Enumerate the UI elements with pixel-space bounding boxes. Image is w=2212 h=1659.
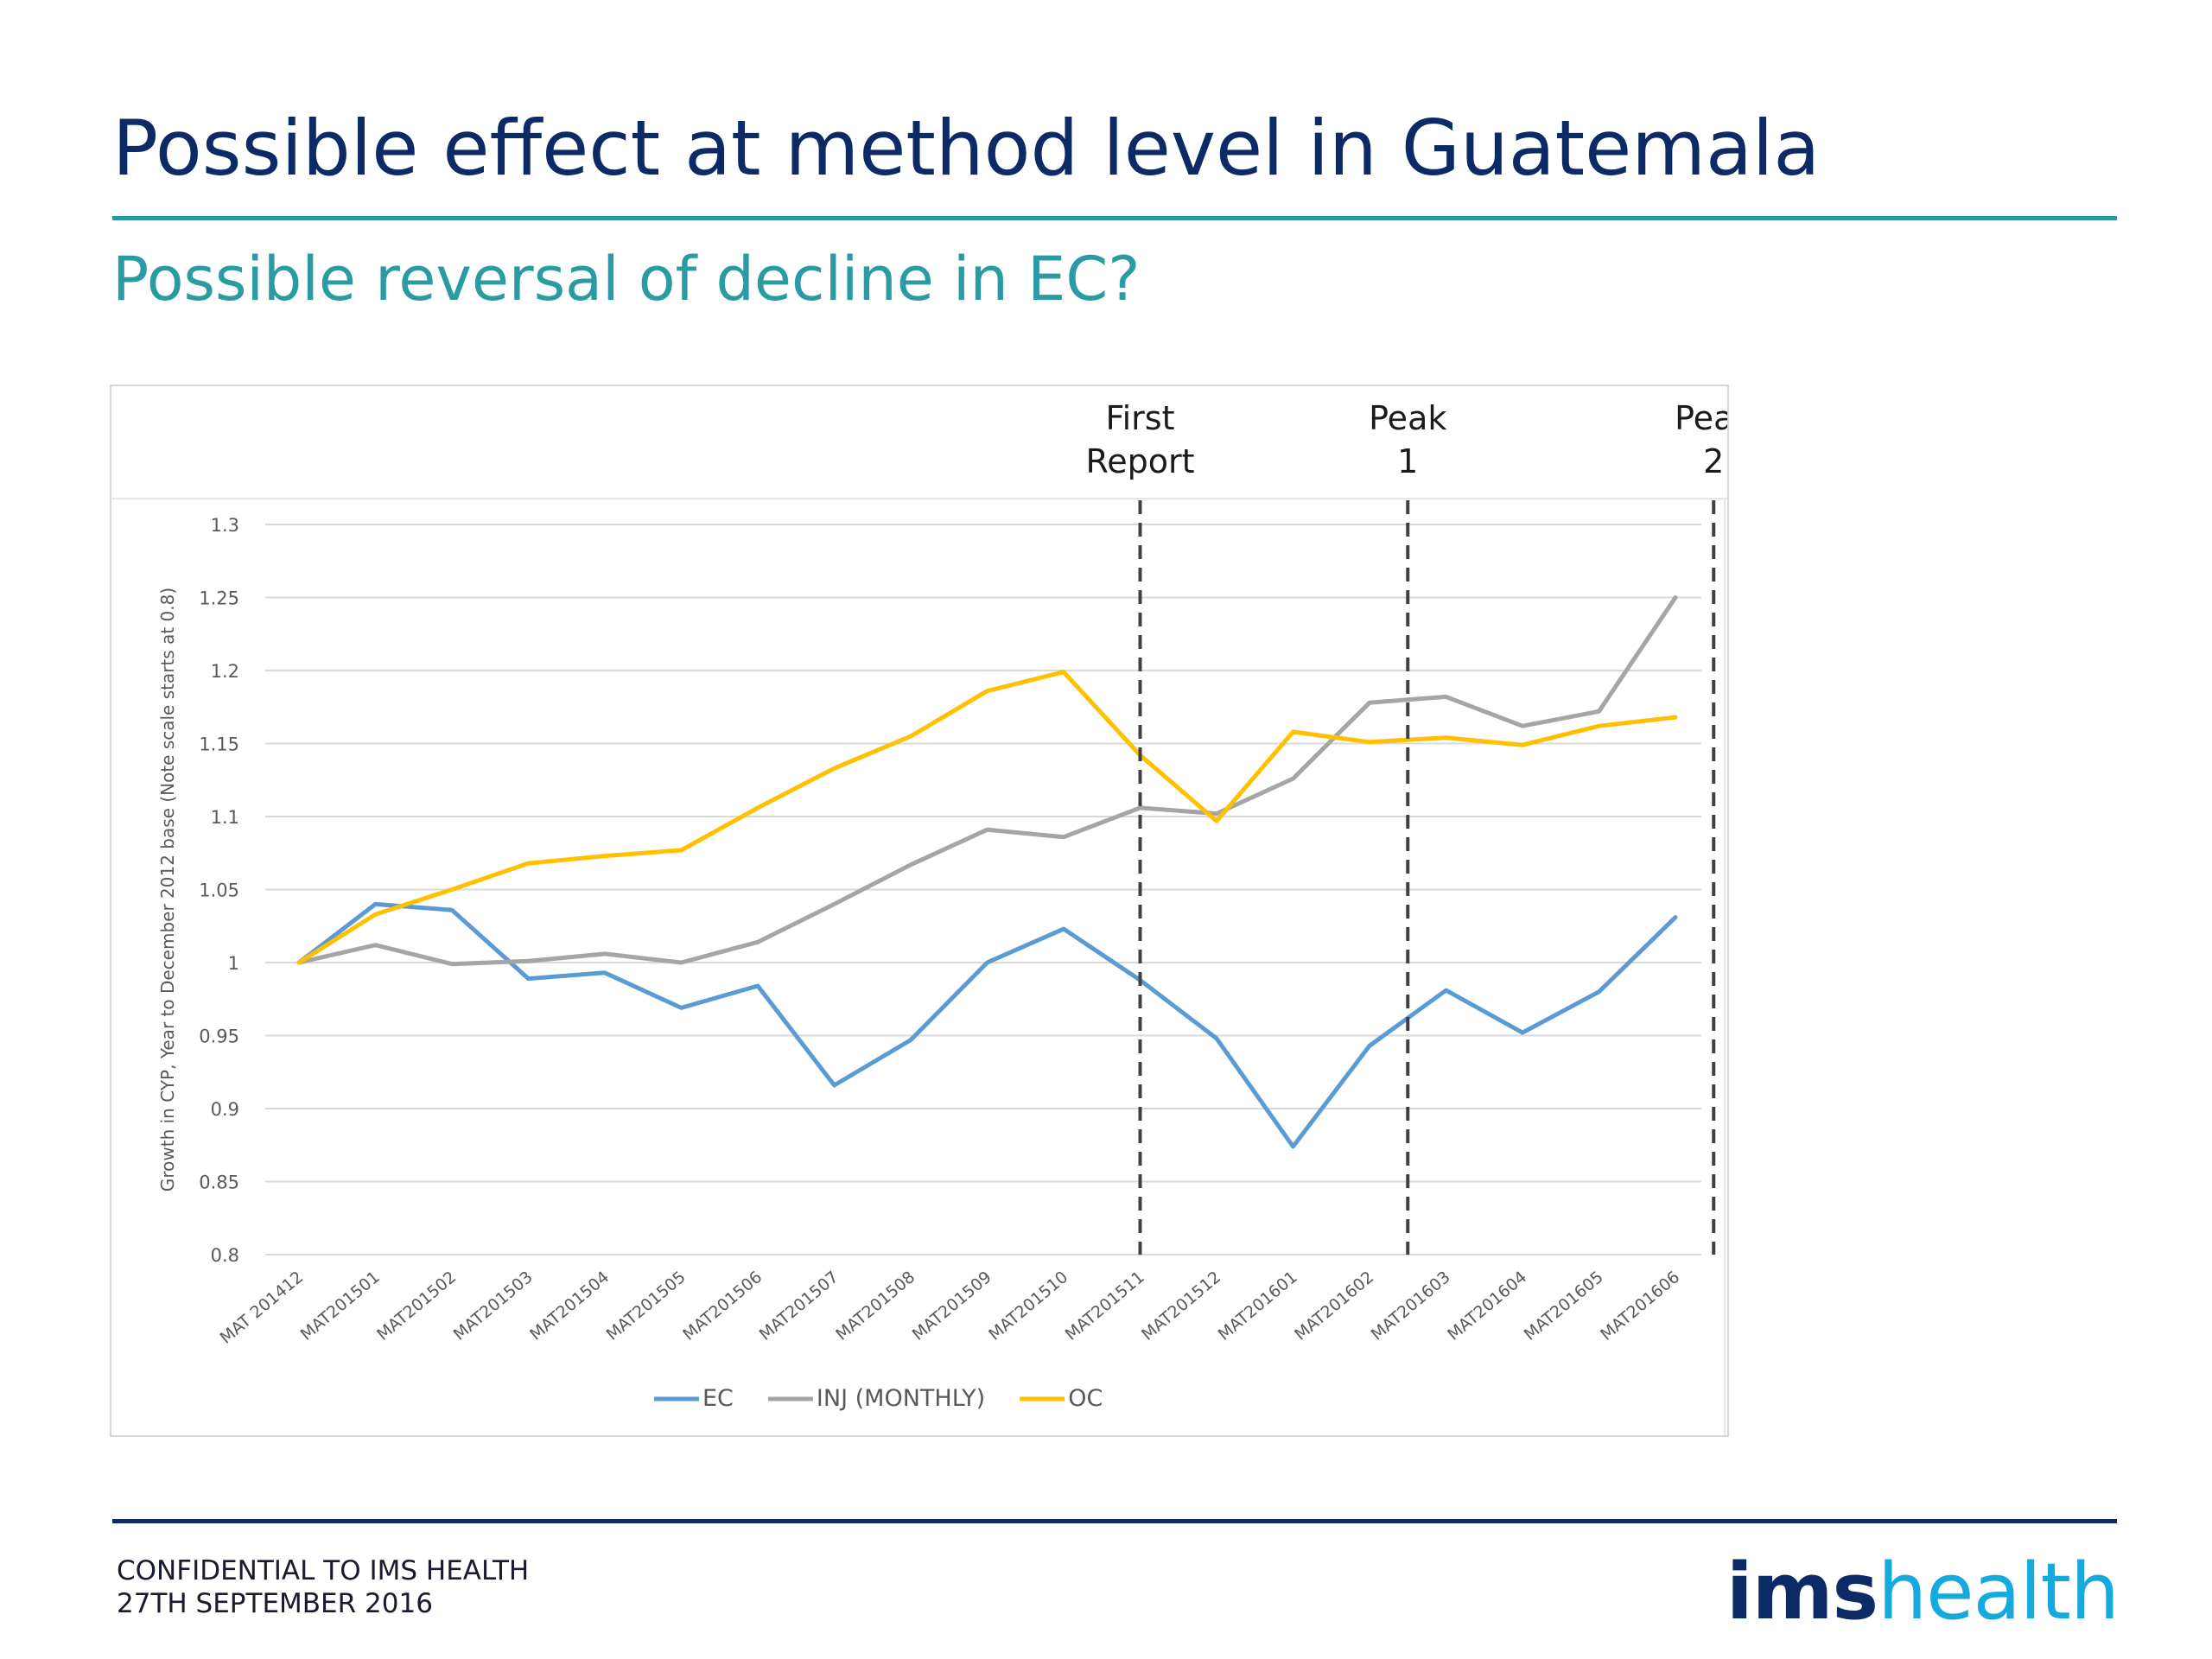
x-tick-label: MAT201510 <box>985 1268 1071 1344</box>
logo-health-text: health <box>1878 1547 2120 1637</box>
x-tick-label: MAT201509 <box>909 1268 995 1344</box>
confidentiality-notice: CONFIDENTIAL TO IMS HEALTH <box>117 1555 530 1586</box>
y-tick-label: 1.05 <box>199 880 239 901</box>
x-tick-label: MAT201511 <box>1062 1268 1148 1344</box>
x-tick-label: MAT201501 <box>297 1268 384 1344</box>
annotation-label-2: Peak <box>1675 399 1727 437</box>
y-tick-label: 0.95 <box>199 1027 239 1047</box>
y-tick-label: 1 <box>228 953 239 974</box>
x-tick-label: MAT201508 <box>832 1268 918 1344</box>
y-tick-label: 0.85 <box>199 1173 239 1193</box>
y-tick-label: 1.1 <box>211 807 239 828</box>
y-tick-label: 1.3 <box>211 515 239 536</box>
slide-title: Possible effect at method level in Guate… <box>112 104 1821 193</box>
x-tick-label: MAT201606 <box>1597 1268 1683 1344</box>
x-tick-label: MAT201602 <box>1291 1268 1377 1344</box>
series-line-oc <box>296 670 1678 965</box>
y-tick-label: 1.25 <box>199 588 239 609</box>
legend-entry-1: INJ (MONTHLY) <box>817 1385 985 1412</box>
x-tick-label: MAT201512 <box>1138 1268 1224 1344</box>
annotation-label-2-line2: 2 <box>1703 442 1724 480</box>
y-tick-label: 1.2 <box>211 661 239 682</box>
x-tick-label: MAT201605 <box>1521 1268 1607 1344</box>
y-tick-label: 1.15 <box>199 734 239 755</box>
y-tick-label: 0.8 <box>211 1245 239 1266</box>
annotation-label-0-line2: Report <box>1086 442 1195 480</box>
x-tick-label: MAT201506 <box>679 1268 766 1344</box>
x-tick-label: MAT201601 <box>1215 1268 1301 1344</box>
annotation-label-1: Peak <box>1369 399 1446 437</box>
y-tick-label: 0.9 <box>211 1099 239 1120</box>
legend-entry-2: OC <box>1068 1385 1103 1412</box>
x-tick-label: MAT201505 <box>603 1268 690 1344</box>
x-tick-label: MAT201504 <box>526 1268 613 1344</box>
footer-divider <box>112 1519 2117 1523</box>
chart-frame: 0.8 0.85 0.9 0.95 1 1.05 1.1 1.15 1.2 1.25 1.3 Grow… <box>110 385 1729 1437</box>
x-tick-label: MAT201503 <box>450 1268 537 1344</box>
annotation-label-0: First <box>1106 399 1175 437</box>
line-chart: 0.8 0.85 0.9 0.95 1 1.05 1.1 1.15 1.2 1.25 1.3 Grow… <box>111 399 1727 1435</box>
series-line-inj-monthly <box>296 595 1678 967</box>
imshealth-logo: imshealth <box>1726 1547 2120 1637</box>
y-axis-title: Growth in CYP, Year to December 2012 bas… <box>157 588 178 1192</box>
x-tick-label: MAT201604 <box>1444 1268 1530 1344</box>
x-tick-label: MAT201507 <box>756 1268 842 1344</box>
logo-ims-text: ims <box>1726 1547 1878 1637</box>
footer-date: 27TH SEPTEMBER 2016 <box>117 1588 433 1619</box>
slide-subtitle: Possible reversal of decline in EC? <box>112 244 1141 315</box>
series-line-ec <box>296 901 1678 1149</box>
x-tick-label: MAT201603 <box>1368 1268 1454 1344</box>
x-tick-label: MAT 201412 <box>217 1268 308 1348</box>
title-divider <box>112 216 2117 220</box>
annotation-label-1-line2: 1 <box>1397 442 1418 480</box>
legend-entry-0: EC <box>702 1385 734 1412</box>
x-tick-label: MAT201502 <box>373 1268 460 1344</box>
